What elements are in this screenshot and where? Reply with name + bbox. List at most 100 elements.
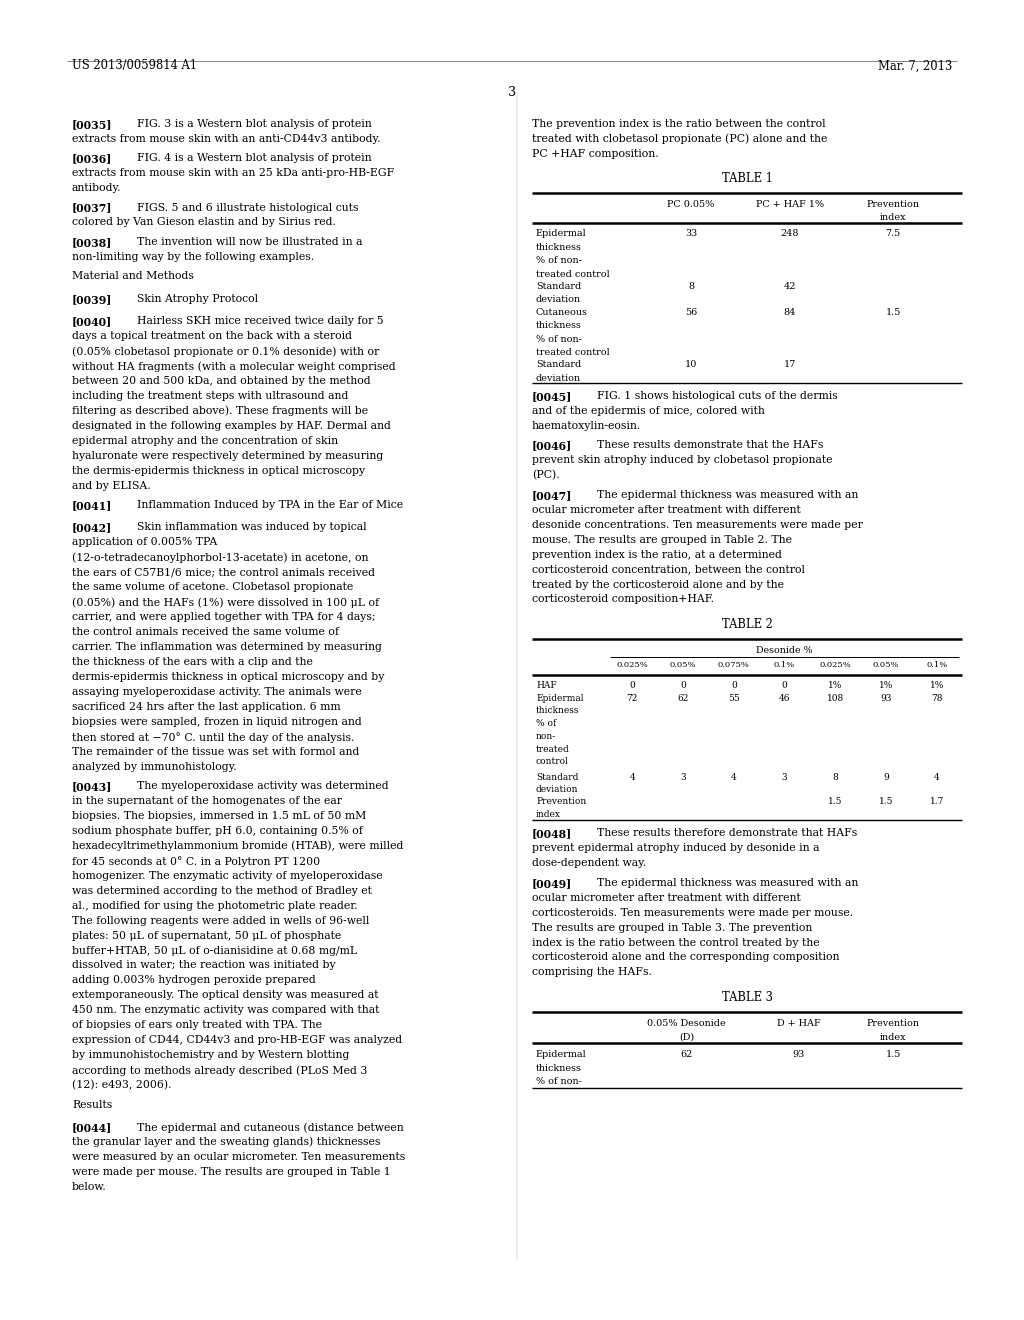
Text: Epidermal: Epidermal [536, 230, 587, 238]
Text: then stored at −70° C. until the day of the analysis.: then stored at −70° C. until the day of … [72, 731, 354, 743]
Text: corticosteroids. Ten measurements were made per mouse.: corticosteroids. Ten measurements were m… [532, 908, 853, 917]
Text: 0.05%: 0.05% [872, 661, 899, 669]
Text: control: control [536, 758, 569, 767]
Text: [0042]: [0042] [72, 523, 113, 533]
Text: TABLE 1: TABLE 1 [722, 172, 772, 185]
Text: the same volume of acetone. Clobetasol propionate: the same volume of acetone. Clobetasol p… [72, 582, 353, 593]
Text: 46: 46 [778, 693, 791, 702]
Text: [0044]: [0044] [72, 1122, 113, 1133]
Text: the control animals received the same volume of: the control animals received the same vo… [72, 627, 339, 638]
Text: antibody.: antibody. [72, 183, 122, 193]
Text: prevention index is the ratio, at a determined: prevention index is the ratio, at a dete… [532, 549, 782, 560]
Text: 72: 72 [627, 693, 638, 702]
Text: 17: 17 [783, 360, 797, 370]
Text: 0.075%: 0.075% [718, 661, 750, 669]
Text: treated control: treated control [536, 348, 609, 356]
Text: in the supernatant of the homogenates of the ear: in the supernatant of the homogenates of… [72, 796, 342, 807]
Text: index: index [880, 1032, 906, 1041]
Text: 7.5: 7.5 [886, 230, 901, 238]
Text: 93: 93 [793, 1049, 805, 1059]
Text: hexadecyltrimethylammonium bromide (HTAB), were milled: hexadecyltrimethylammonium bromide (HTAB… [72, 841, 403, 851]
Text: Epidermal: Epidermal [536, 693, 584, 702]
Text: 9: 9 [883, 772, 889, 781]
Text: These results therefore demonstrate that HAFs: These results therefore demonstrate that… [597, 829, 857, 838]
Text: 0.05%: 0.05% [670, 661, 696, 669]
Text: extracts from mouse skin with an 25 kDa anti-pro-HB-EGF: extracts from mouse skin with an 25 kDa … [72, 168, 394, 178]
Text: [0037]: [0037] [72, 202, 113, 214]
Text: the granular layer and the sweating glands) thicknesses: the granular layer and the sweating glan… [72, 1137, 380, 1147]
Text: 1%: 1% [930, 681, 944, 690]
Text: non-: non- [536, 731, 556, 741]
Text: by immunohistochemistry and by Western blotting: by immunohistochemistry and by Western b… [72, 1051, 349, 1060]
Text: The epidermal and cutaneous (distance between: The epidermal and cutaneous (distance be… [137, 1122, 403, 1133]
Text: (12): e493, 2006).: (12): e493, 2006). [72, 1080, 171, 1090]
Text: 1.5: 1.5 [886, 1049, 901, 1059]
Text: 8: 8 [833, 772, 838, 781]
Text: 55: 55 [728, 693, 739, 702]
Text: [0048]: [0048] [532, 829, 572, 840]
Text: sodium phosphate buffer, pH 6.0, containing 0.5% of: sodium phosphate buffer, pH 6.0, contain… [72, 826, 362, 836]
Text: colored by Van Gieson elastin and by Sirius red.: colored by Van Gieson elastin and by Sir… [72, 218, 336, 227]
Text: 62: 62 [678, 693, 689, 702]
Text: epidermal atrophy and the concentration of skin: epidermal atrophy and the concentration … [72, 436, 338, 446]
Text: Prevention: Prevention [866, 1019, 920, 1028]
Text: deviation: deviation [536, 374, 582, 383]
Text: ocular micrometer after treatment with different: ocular micrometer after treatment with d… [532, 504, 801, 515]
Text: prevent skin atrophy induced by clobetasol propionate: prevent skin atrophy induced by clobetas… [532, 455, 833, 466]
Text: 0.025%: 0.025% [819, 661, 851, 669]
Text: of biopsies of ears only treated with TPA. The: of biopsies of ears only treated with TP… [72, 1020, 322, 1031]
Text: TABLE 3: TABLE 3 [722, 991, 772, 1005]
Text: non-limiting way by the following examples.: non-limiting way by the following exampl… [72, 252, 314, 261]
Text: [0041]: [0041] [72, 500, 113, 511]
Text: between 20 and 500 kDa, and obtained by the method: between 20 and 500 kDa, and obtained by … [72, 376, 371, 385]
Text: The following reagents were added in wells of 96-well: The following reagents were added in wel… [72, 916, 370, 925]
Text: 78: 78 [931, 693, 942, 702]
Text: 84: 84 [783, 308, 797, 317]
Text: 3: 3 [680, 772, 686, 781]
Text: 42: 42 [783, 282, 797, 290]
Text: 3: 3 [781, 772, 787, 781]
Text: [0039]: [0039] [72, 294, 113, 305]
Text: designated in the following examples by HAF. Dermal and: designated in the following examples by … [72, 421, 391, 430]
Text: D + HAF: D + HAF [777, 1019, 820, 1028]
Text: Skin Atrophy Protocol: Skin Atrophy Protocol [137, 294, 258, 304]
Text: Epidermal: Epidermal [536, 1049, 587, 1059]
Text: The results are grouped in Table 3. The prevention: The results are grouped in Table 3. The … [532, 923, 812, 932]
Text: 108: 108 [826, 693, 844, 702]
Text: 0: 0 [781, 681, 787, 690]
Text: [0036]: [0036] [72, 153, 113, 164]
Text: FIG. 1 shows histological cuts of the dermis: FIG. 1 shows histological cuts of the de… [597, 391, 838, 401]
Text: treated by the corticosteroid alone and by the: treated by the corticosteroid alone and … [532, 579, 784, 590]
Text: thickness: thickness [536, 243, 582, 252]
Text: biopsies were sampled, frozen in liquid nitrogen and: biopsies were sampled, frozen in liquid … [72, 717, 361, 727]
Text: extemporaneously. The optical density was measured at: extemporaneously. The optical density wa… [72, 990, 379, 1001]
Text: thickness: thickness [536, 706, 580, 715]
Text: for 45 seconds at 0° C. in a Polytron PT 1200: for 45 seconds at 0° C. in a Polytron PT… [72, 855, 321, 867]
Text: filtering as described above). These fragments will be: filtering as described above). These fra… [72, 405, 368, 416]
Text: Mar. 7, 2013: Mar. 7, 2013 [878, 59, 952, 73]
Text: % of non-: % of non- [536, 1077, 582, 1086]
Text: index: index [536, 810, 561, 820]
Text: 0.1%: 0.1% [926, 661, 947, 669]
Text: adding 0.003% hydrogen peroxide prepared: adding 0.003% hydrogen peroxide prepared [72, 975, 315, 986]
Text: 450 nm. The enzymatic activity was compared with that: 450 nm. The enzymatic activity was compa… [72, 1006, 379, 1015]
Text: [0040]: [0040] [72, 315, 113, 327]
Text: treated: treated [536, 744, 569, 754]
Text: TABLE 2: TABLE 2 [722, 618, 772, 631]
Text: haematoxylin-eosin.: haematoxylin-eosin. [532, 421, 641, 432]
Text: carrier, and were applied together with TPA for 4 days;: carrier, and were applied together with … [72, 612, 376, 622]
Text: FIGS. 5 and 6 illustrate histological cuts: FIGS. 5 and 6 illustrate histological cu… [137, 202, 358, 213]
Text: extracts from mouse skin with an anti-CD44v3 antibody.: extracts from mouse skin with an anti-CD… [72, 133, 381, 144]
Text: without HA fragments (with a molecular weight comprised: without HA fragments (with a molecular w… [72, 360, 395, 371]
Text: (12-o-tetradecanoylphorbol-13-acetate) in acetone, on: (12-o-tetradecanoylphorbol-13-acetate) i… [72, 552, 369, 562]
Text: [0047]: [0047] [532, 490, 572, 500]
Text: 62: 62 [681, 1049, 693, 1059]
Text: (0.05%) and the HAFs (1%) were dissolved in 100 μL of: (0.05%) and the HAFs (1%) were dissolved… [72, 597, 379, 607]
Text: % of non-: % of non- [536, 334, 582, 343]
Text: 0: 0 [630, 681, 635, 690]
Text: % of non-: % of non- [536, 256, 582, 265]
Text: ocular micrometer after treatment with different: ocular micrometer after treatment with d… [532, 892, 801, 903]
Text: 248: 248 [780, 230, 800, 238]
Text: HAF: HAF [536, 681, 557, 690]
Text: carrier. The inflammation was determined by measuring: carrier. The inflammation was determined… [72, 642, 382, 652]
